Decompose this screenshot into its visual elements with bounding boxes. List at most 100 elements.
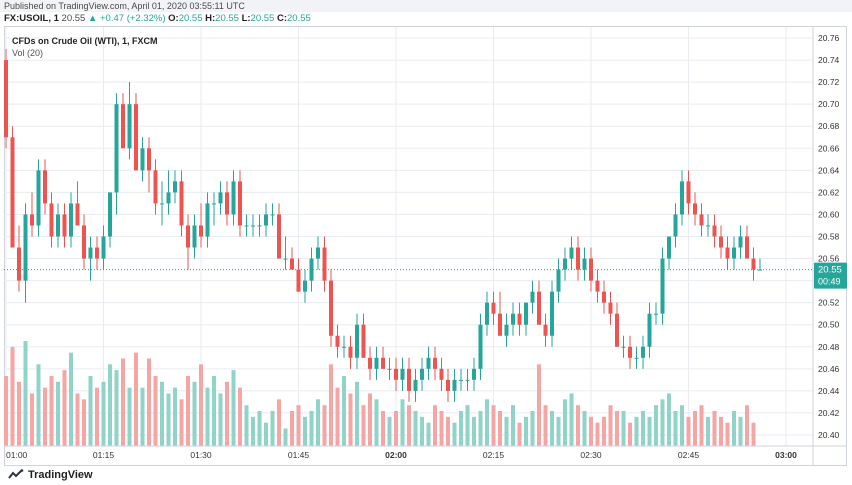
volume-bar	[433, 405, 437, 446]
candle-body	[108, 192, 112, 237]
y-tick-label: 20.52	[818, 298, 840, 308]
y-tick-label: 20.40	[818, 430, 840, 440]
volume-bar	[725, 422, 730, 446]
candle-body	[238, 181, 242, 226]
candle-body	[693, 203, 697, 215]
candle-body	[426, 357, 431, 369]
candle-body	[264, 214, 268, 226]
volume-bar	[134, 352, 138, 446]
y-tick-label: 20.48	[818, 342, 840, 352]
y-tick-label: 20.66	[818, 143, 840, 153]
volume-bar	[43, 387, 47, 446]
volume-bar	[478, 411, 483, 446]
volume-bars	[4, 341, 756, 446]
volume-bar	[140, 387, 145, 446]
candle-body	[537, 291, 541, 325]
volume-bar	[329, 364, 333, 446]
candle-body	[621, 346, 626, 348]
volume-bar	[36, 364, 41, 446]
volume-bar	[706, 416, 710, 446]
y-tick-label: 20.58	[818, 232, 840, 242]
volume-bar	[30, 393, 34, 446]
y-tick-label: 20.76	[818, 33, 840, 43]
candle-body	[23, 214, 28, 281]
volume-bar	[595, 422, 600, 446]
candle-body	[641, 346, 645, 358]
candle-body	[634, 357, 639, 359]
candle-body	[322, 247, 327, 281]
x-tick-label: 03:00	[775, 450, 797, 460]
candle-body	[394, 368, 398, 380]
candle-body	[303, 280, 307, 292]
price-tag-value: 20.55	[818, 265, 842, 276]
candle-body	[101, 236, 106, 259]
candle-body	[712, 225, 717, 237]
chart-legend: CFDs on Crude Oil (WTI), 1, FXCM Vol (20…	[12, 36, 158, 58]
volume-bar	[563, 399, 567, 446]
candle-body	[400, 368, 405, 380]
x-tick-label: 02:15	[483, 450, 505, 460]
x-tick-label: 01:00	[6, 450, 28, 460]
volume-bar	[582, 411, 587, 446]
volume-bar	[348, 393, 353, 446]
candle-body	[745, 236, 749, 259]
candle-body	[36, 170, 41, 226]
volume-bar	[335, 387, 340, 446]
volume-bar	[101, 381, 106, 446]
candle-body	[140, 148, 145, 171]
volume-bar	[732, 411, 736, 446]
grid	[4, 27, 813, 446]
volume-bar	[49, 376, 54, 446]
candle-body	[686, 181, 691, 204]
candle-body	[387, 368, 392, 370]
volume-bar	[634, 416, 639, 446]
candle-body	[628, 346, 632, 358]
brand-label: TradingView	[28, 469, 93, 481]
volume-bar	[277, 399, 281, 446]
candle-body	[491, 302, 496, 314]
candle-body	[699, 214, 704, 226]
candle-body	[517, 313, 522, 325]
candle-body	[160, 203, 164, 205]
volume-bar	[69, 352, 73, 446]
candle-body	[212, 203, 216, 205]
candle-body	[218, 192, 223, 204]
volume-bar	[413, 411, 418, 446]
candle-body	[413, 379, 418, 391]
volume-bar	[309, 411, 314, 446]
y-tick-label: 20.60	[818, 209, 840, 219]
candle-body	[543, 324, 548, 336]
legend-title: CFDs on Crude Oil (WTI), 1, FXCM	[12, 36, 158, 46]
tradingview-logo[interactable]: TradingView	[8, 469, 93, 481]
x-tick-label: 01:15	[93, 450, 115, 460]
candle-body	[673, 214, 678, 237]
candle-body	[595, 280, 600, 292]
volume-bar	[602, 416, 606, 446]
volume-bar	[296, 405, 301, 446]
volume-bar	[569, 393, 574, 446]
volume-bar	[673, 411, 678, 446]
symbol-label[interactable]: FX:USOIL, 1	[4, 13, 59, 24]
volume-bar	[667, 393, 671, 446]
close-value: 20.55	[287, 13, 311, 24]
candle-body	[147, 148, 151, 171]
volume-bar	[127, 387, 132, 446]
volume-bar	[693, 411, 697, 446]
volume-bar	[446, 416, 450, 446]
candle-body	[374, 357, 379, 369]
candle-body	[706, 225, 710, 227]
volume-bar	[192, 381, 197, 446]
volume-bar	[647, 416, 652, 446]
candle-body	[114, 104, 119, 193]
volume-bar	[556, 416, 561, 446]
volume-bar	[95, 387, 99, 446]
candle-body	[582, 258, 587, 270]
price-axis: 20.4020.4220.4420.4620.4820.5020.5220.54…	[812, 26, 840, 465]
volume-bar	[394, 411, 398, 446]
open-label: O:	[168, 13, 179, 24]
candle-body	[257, 225, 262, 227]
volume-bar	[186, 376, 190, 446]
x-tick-label: 01:45	[288, 450, 310, 460]
volume-bar	[524, 416, 528, 446]
